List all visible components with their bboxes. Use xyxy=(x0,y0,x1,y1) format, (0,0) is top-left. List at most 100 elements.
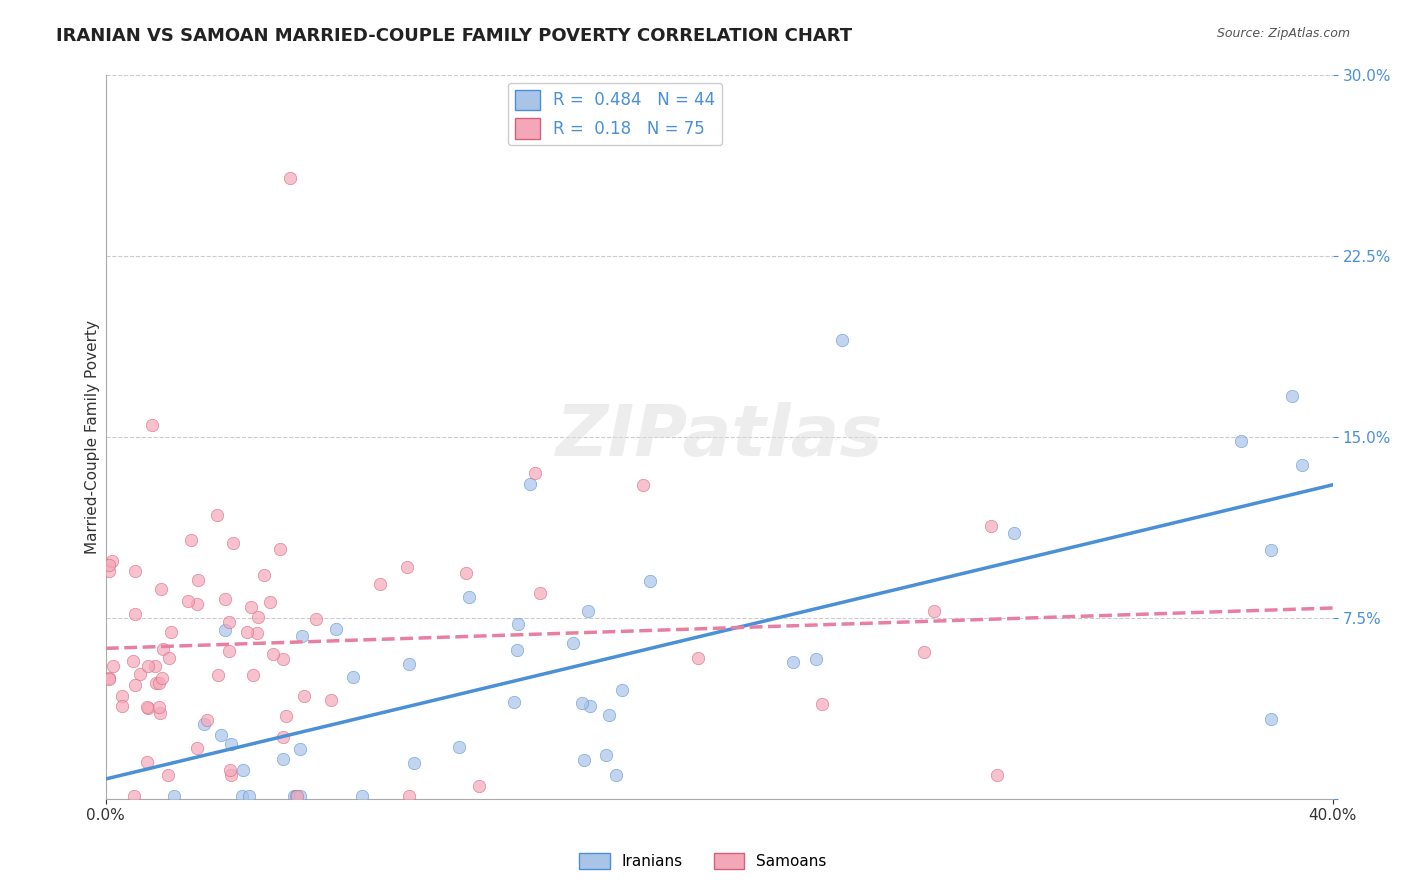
Point xyxy=(101,554,124,568)
Point xyxy=(574,753,596,767)
Point xyxy=(156,768,179,782)
Legend: R =  0.484   N = 44, R =  0.18   N = 75: R = 0.484 N = 44, R = 0.18 N = 75 xyxy=(508,83,721,145)
Point xyxy=(1260,712,1282,726)
Point xyxy=(605,768,627,782)
Point xyxy=(97,558,120,572)
Point xyxy=(180,533,202,548)
Point xyxy=(342,670,364,684)
Point xyxy=(503,696,526,710)
Point xyxy=(831,333,853,347)
Point xyxy=(610,683,633,698)
Point xyxy=(458,590,481,604)
Point xyxy=(232,763,254,777)
Point xyxy=(222,535,245,549)
Point xyxy=(571,697,593,711)
Point xyxy=(288,742,311,756)
Point xyxy=(398,789,420,804)
Point xyxy=(148,676,170,690)
Point xyxy=(519,477,541,491)
Point xyxy=(219,763,242,777)
Point xyxy=(578,699,600,714)
Point xyxy=(231,789,253,804)
Point xyxy=(219,737,242,751)
Point xyxy=(638,574,661,589)
Point xyxy=(143,659,166,673)
Point xyxy=(186,597,208,611)
Legend: Iranians, Samoans: Iranians, Samoans xyxy=(574,847,832,875)
Point xyxy=(177,593,200,607)
Point xyxy=(205,508,228,522)
Point xyxy=(135,756,157,770)
Point xyxy=(124,678,146,692)
Point xyxy=(529,586,551,600)
Point xyxy=(98,672,121,686)
Point xyxy=(128,667,150,681)
Point xyxy=(562,636,585,650)
Point xyxy=(149,706,172,720)
Point xyxy=(395,560,418,574)
Point xyxy=(186,740,208,755)
Point xyxy=(274,708,297,723)
Point xyxy=(285,789,308,804)
Point xyxy=(271,730,294,744)
Point xyxy=(110,689,132,703)
Point xyxy=(398,657,420,671)
Point xyxy=(160,624,183,639)
Point xyxy=(242,668,264,682)
Point xyxy=(148,700,170,714)
Point xyxy=(804,652,827,666)
Point xyxy=(124,564,146,578)
Point xyxy=(207,668,229,682)
Point xyxy=(576,604,599,618)
Point xyxy=(269,541,291,556)
Point xyxy=(218,643,240,657)
Point xyxy=(163,789,186,804)
Point xyxy=(454,566,477,580)
Point xyxy=(278,171,301,186)
Point xyxy=(245,625,267,640)
Point xyxy=(209,727,232,741)
Point xyxy=(252,568,274,582)
Point xyxy=(273,752,295,766)
Point xyxy=(214,623,236,637)
Point xyxy=(782,655,804,669)
Point xyxy=(1002,526,1025,541)
Point xyxy=(98,564,121,578)
Point xyxy=(352,789,374,804)
Point xyxy=(283,789,305,804)
Point xyxy=(321,692,343,706)
Point xyxy=(187,573,209,587)
Point xyxy=(150,671,173,685)
Point xyxy=(240,599,263,614)
Point xyxy=(271,651,294,665)
Point xyxy=(922,604,945,618)
Point xyxy=(288,789,311,804)
Point xyxy=(294,690,316,704)
Point xyxy=(598,708,620,723)
Point xyxy=(219,768,242,782)
Point xyxy=(1281,389,1303,403)
Point xyxy=(912,645,935,659)
Point xyxy=(508,616,530,631)
Point xyxy=(238,789,260,804)
Point xyxy=(136,659,159,673)
Point xyxy=(145,675,167,690)
Point xyxy=(506,642,529,657)
Point xyxy=(136,701,159,715)
Point xyxy=(262,647,284,661)
Point xyxy=(810,697,832,711)
Text: ZIPatlas: ZIPatlas xyxy=(555,402,883,471)
Point xyxy=(141,417,163,432)
Point xyxy=(402,756,425,770)
Point xyxy=(218,615,240,630)
Point xyxy=(1291,458,1313,472)
Point xyxy=(595,747,617,762)
Point xyxy=(135,699,157,714)
Point xyxy=(304,612,326,626)
Point xyxy=(152,642,174,657)
Point xyxy=(124,607,146,621)
Text: IRANIAN VS SAMOAN MARRIED-COUPLE FAMILY POVERTY CORRELATION CHART: IRANIAN VS SAMOAN MARRIED-COUPLE FAMILY … xyxy=(56,27,852,45)
Point xyxy=(368,576,391,591)
Point xyxy=(631,478,654,492)
Point xyxy=(195,714,218,728)
